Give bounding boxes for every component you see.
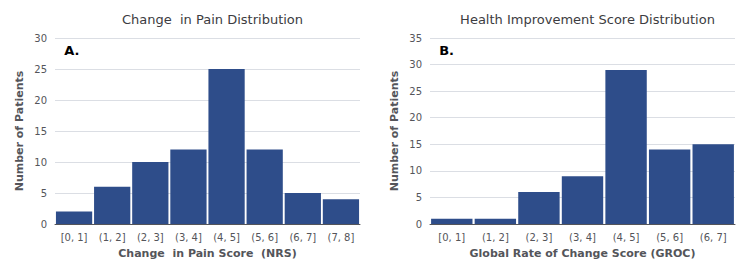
svg-text:[0, 1]: [0, 1] — [438, 232, 465, 243]
svg-text:A.: A. — [64, 43, 79, 58]
svg-text:(1, 2]: (1, 2] — [99, 232, 126, 243]
svg-text:Change in Pain Score (NRS): Change in Pain Score (NRS) — [118, 247, 296, 260]
svg-text:10: 10 — [409, 165, 422, 176]
svg-text:(6, 7]: (6, 7] — [289, 232, 316, 243]
svg-text:15: 15 — [34, 126, 47, 137]
svg-text:(2, 3]: (2, 3] — [137, 232, 164, 243]
svg-text:20: 20 — [34, 95, 47, 106]
svg-text:5: 5 — [41, 188, 47, 199]
svg-text:(2, 3]: (2, 3] — [525, 232, 552, 243]
svg-text:0: 0 — [416, 219, 422, 230]
svg-text:25: 25 — [409, 86, 422, 97]
svg-text:15: 15 — [409, 139, 422, 150]
svg-text:(3, 4]: (3, 4] — [175, 232, 202, 243]
svg-text:(5, 6]: (5, 6] — [656, 232, 683, 243]
svg-text:(4, 5]: (4, 5] — [613, 232, 640, 243]
svg-text:5: 5 — [416, 192, 422, 203]
svg-text:30: 30 — [409, 59, 422, 70]
svg-text:(4, 5]: (4, 5] — [213, 232, 240, 243]
svg-text:(3, 4]: (3, 4] — [569, 232, 596, 243]
svg-text:30: 30 — [34, 33, 47, 44]
svg-text:Number of Patients: Number of Patients — [388, 70, 401, 191]
svg-text:0: 0 — [41, 219, 47, 230]
svg-text:(1, 2]: (1, 2] — [482, 232, 509, 243]
svg-text:Change in Pain Distribution: Change in Pain Distribution — [122, 12, 303, 27]
svg-text:10: 10 — [34, 157, 47, 168]
svg-text:Health Improvement Score Distr: Health Improvement Score Distribution — [460, 12, 715, 27]
svg-text:(5, 6]: (5, 6] — [251, 232, 278, 243]
svg-text:(7, 8]: (7, 8] — [327, 232, 354, 243]
svg-text:20: 20 — [409, 112, 422, 123]
svg-text:B.: B. — [439, 43, 454, 58]
svg-text:Number of Patients: Number of Patients — [13, 70, 26, 191]
svg-text:Global Rate of Change Score (G: Global Rate of Change Score (GROC) — [470, 247, 696, 260]
svg-text:(6, 7]: (6, 7] — [700, 232, 727, 243]
svg-text:25: 25 — [34, 64, 47, 75]
svg-text:35: 35 — [409, 33, 422, 44]
svg-text:[0, 1]: [0, 1] — [61, 232, 88, 243]
